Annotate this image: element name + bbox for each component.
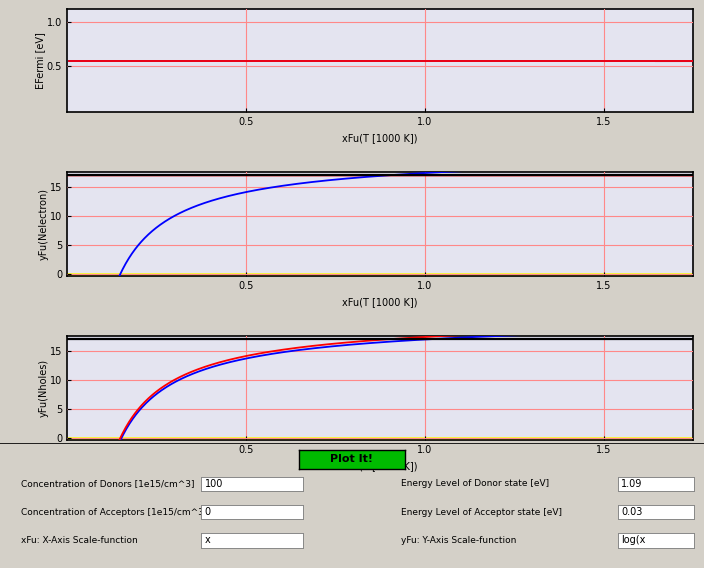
X-axis label: xFu(T [1000 K]): xFu(T [1000 K]) (342, 296, 418, 307)
Text: yFu: Y-Axis Scale-function: yFu: Y-Axis Scale-function (401, 536, 517, 545)
Text: 0.03: 0.03 (621, 507, 643, 517)
Text: Energy Level of Donor state [eV]: Energy Level of Donor state [eV] (401, 479, 549, 488)
Text: Concentration of Acceptors [1e15/cm^3]: Concentration of Acceptors [1e15/cm^3] (21, 508, 208, 517)
X-axis label: xFu(T [1000 K]): xFu(T [1000 K]) (342, 133, 418, 143)
Text: Concentration of Donors [1e15/cm^3]: Concentration of Donors [1e15/cm^3] (21, 479, 194, 488)
Text: xFu: X-Axis Scale-function: xFu: X-Axis Scale-function (21, 536, 138, 545)
Text: Plot It!: Plot It! (330, 454, 374, 464)
Y-axis label: yFu(Nholes): yFu(Nholes) (38, 359, 49, 417)
Text: Energy Level of Acceptor state [eV]: Energy Level of Acceptor state [eV] (401, 508, 562, 517)
Text: 100: 100 (205, 479, 223, 488)
X-axis label: xFu(T [1000 K]): xFu(T [1000 K]) (342, 461, 418, 471)
Text: 0: 0 (205, 507, 211, 517)
Text: x: x (205, 536, 210, 545)
Y-axis label: yFu(Nelectron): yFu(Nelectron) (38, 189, 49, 260)
Y-axis label: EFermi [eV]: EFermi [eV] (35, 32, 45, 89)
Text: 1.09: 1.09 (621, 479, 643, 488)
Text: log(x: log(x (621, 536, 646, 545)
